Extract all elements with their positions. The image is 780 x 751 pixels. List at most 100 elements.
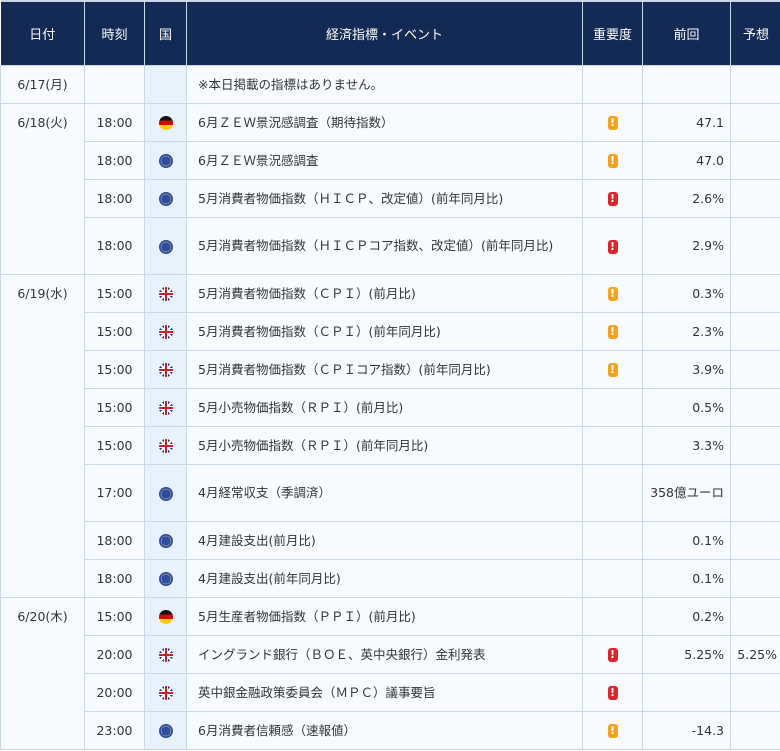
eu-flag-icon xyxy=(158,486,173,501)
importance-cell xyxy=(582,388,643,427)
time-cell: 17:00 xyxy=(84,464,145,522)
forecast-cell xyxy=(730,312,780,351)
importance-medium-icon: ! xyxy=(607,724,618,738)
event-cell: 5月消費者物価指数（ＣＰＩコア指数）(前年同月比) xyxy=(186,350,583,389)
time-cell: 23:00 xyxy=(84,711,145,750)
uk-flag-icon xyxy=(158,401,173,415)
importance-cell xyxy=(582,597,643,636)
header-row: 日付 時刻 国 経済指標・イベント 重要度 前回 予想 xyxy=(0,0,780,66)
table-row: 23:00 6月消費者信頼感（速報値）! -14.3 xyxy=(1,711,780,750)
previous-cell: 2.6% xyxy=(642,179,731,218)
forecast-cell xyxy=(730,388,780,427)
table-row: 18:00 4月建設支出(前月比) 0.1% xyxy=(1,521,780,560)
importance-medium-icon: ! xyxy=(607,116,618,130)
country-cell xyxy=(144,673,187,712)
table-row: 15:00 5月消費者物価指数（ＣＰＩ）(前年同月比)! 2.3% xyxy=(1,312,780,351)
importance-cell: ! xyxy=(582,103,643,142)
time-cell: 20:00 xyxy=(84,673,145,712)
table-row: 15:00 5月消費者物価指数（ＣＰＩコア指数）(前年同月比)! 3.9% xyxy=(1,350,780,389)
time-cell: 15:00 xyxy=(84,312,145,351)
previous-cell: 47.1 xyxy=(642,103,731,142)
header-previous: 前回 xyxy=(642,0,731,66)
forecast-cell: 5.25% xyxy=(730,635,780,674)
importance-cell: ! xyxy=(582,350,643,389)
forecast-cell xyxy=(730,217,780,275)
forecast-cell xyxy=(730,597,780,636)
country-cell xyxy=(144,426,187,465)
time-cell: 15:00 xyxy=(84,350,145,389)
header-date: 日付 xyxy=(0,0,85,66)
importance-cell: ! xyxy=(582,217,643,275)
forecast-cell xyxy=(730,141,780,180)
previous-cell: 5.25% xyxy=(642,635,731,674)
country-cell xyxy=(144,350,187,389)
importance-high-icon: ! xyxy=(607,686,618,700)
importance-cell xyxy=(582,464,643,522)
time-cell: 15:00 xyxy=(84,388,145,427)
time-cell: 18:00 xyxy=(84,141,145,180)
country-cell xyxy=(144,65,187,104)
eu-flag-icon xyxy=(158,192,173,206)
importance-cell xyxy=(582,65,643,104)
event-cell: 5月小売物価指数（ＲＰＩ）(前月比) xyxy=(186,388,583,427)
country-cell xyxy=(144,711,187,750)
forecast-cell xyxy=(730,559,780,598)
time-cell: 15:00 xyxy=(84,597,145,636)
country-cell xyxy=(144,312,187,351)
eu-flag-icon xyxy=(158,724,173,738)
uk-flag-icon xyxy=(158,325,173,339)
header-event: 経済指標・イベント xyxy=(186,0,583,66)
header-forecast: 予想 xyxy=(730,0,780,66)
germany-flag-icon xyxy=(158,610,173,624)
time-cell: 18:00 xyxy=(84,103,145,142)
country-cell xyxy=(144,179,187,218)
table-row: 6/17(月) ※本日掲載の指標はありません。 xyxy=(0,65,780,104)
event-cell: 5月小売物価指数（ＲＰＩ）(前年同月比) xyxy=(186,426,583,465)
time-cell: 20:00 xyxy=(84,635,145,674)
table-row: 20:00 英中銀金融政策委員会（ＭＰＣ）議事要旨! xyxy=(1,673,780,712)
date-cell: 6/19(水) xyxy=(0,274,85,598)
time-cell: 18:00 xyxy=(84,179,145,218)
importance-medium-icon: ! xyxy=(607,154,618,168)
country-cell xyxy=(144,521,187,560)
previous-cell: 47.0 xyxy=(642,141,731,180)
previous-cell: 0.1% xyxy=(642,521,731,560)
importance-cell: ! xyxy=(582,312,643,351)
forecast-cell xyxy=(730,711,780,750)
event-cell: 5月消費者物価指数（ＣＰＩ）(前年同月比) xyxy=(186,312,583,351)
event-cell: 4月経常収支（季調済） xyxy=(186,464,583,522)
forecast-cell xyxy=(730,179,780,218)
time-cell: 18:00 xyxy=(84,559,145,598)
table-row: 18:00 6月ＺＥＷ景況感調査! 47.0 xyxy=(1,141,780,180)
event-cell: 5月生産者物価指数（ＰＰＩ）(前月比) xyxy=(186,597,583,636)
previous-cell: 0.5% xyxy=(642,388,731,427)
country-cell xyxy=(144,464,187,522)
date-cell: 6/18(火) xyxy=(0,103,85,275)
table-row: 15:00 5月小売物価指数（ＲＰＩ）(前年同月比) 3.3% xyxy=(1,426,780,465)
uk-flag-icon xyxy=(158,686,173,700)
date-cell: 6/20(木) xyxy=(0,597,85,750)
table-row: 6/20(木) 15:00 5月生産者物価指数（ＰＰＩ）(前月比) 0.2% xyxy=(0,597,780,750)
eu-flag-icon xyxy=(158,239,173,254)
table-row: 6/19(水) 15:00 5月消費者物価指数（ＣＰＩ）(前月比)! 0.3% xyxy=(0,274,780,598)
eu-flag-icon xyxy=(158,572,173,586)
eu-flag-icon xyxy=(158,534,173,548)
country-cell xyxy=(144,559,187,598)
country-cell xyxy=(144,217,187,275)
importance-high-icon: ! xyxy=(607,239,618,254)
uk-flag-icon xyxy=(158,439,173,453)
event-cell: 4月建設支出(前月比) xyxy=(186,521,583,560)
forecast-cell xyxy=(730,464,780,522)
previous-cell: 2.9% xyxy=(642,217,731,275)
country-cell xyxy=(144,103,187,142)
time-cell: 18:00 xyxy=(84,217,145,275)
importance-cell: ! xyxy=(582,711,643,750)
event-cell: 5月消費者物価指数（ＨＩＣＰコア指数、改定値）(前年同月比) xyxy=(186,217,583,275)
forecast-cell xyxy=(730,673,780,712)
importance-cell: ! xyxy=(582,274,643,313)
uk-flag-icon xyxy=(158,287,173,301)
country-cell xyxy=(144,141,187,180)
previous-cell: 0.2% xyxy=(642,597,731,636)
table-row: 18:00 5月消費者物価指数（ＨＩＣＰ、改定値）(前年同月比)! 2.6% xyxy=(1,179,780,218)
